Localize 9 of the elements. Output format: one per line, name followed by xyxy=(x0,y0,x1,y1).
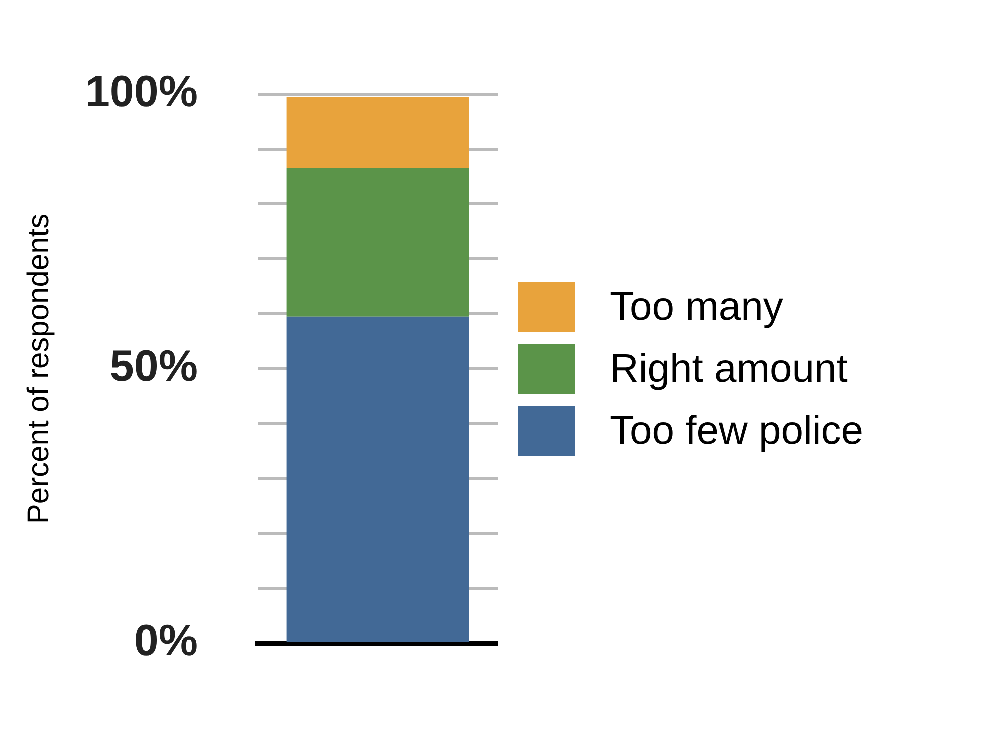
y-tick-label: 50% xyxy=(110,342,198,392)
y-tick-label: 100% xyxy=(85,68,198,117)
legend-label: Too many xyxy=(610,284,784,330)
legend-label: Too few police xyxy=(610,408,864,454)
y-tick-label: 0% xyxy=(134,616,198,666)
legend-label: Right amount xyxy=(610,346,848,392)
bar xyxy=(286,168,470,317)
bar xyxy=(286,97,470,169)
y-axis-title: Percent of respondents xyxy=(22,214,56,524)
